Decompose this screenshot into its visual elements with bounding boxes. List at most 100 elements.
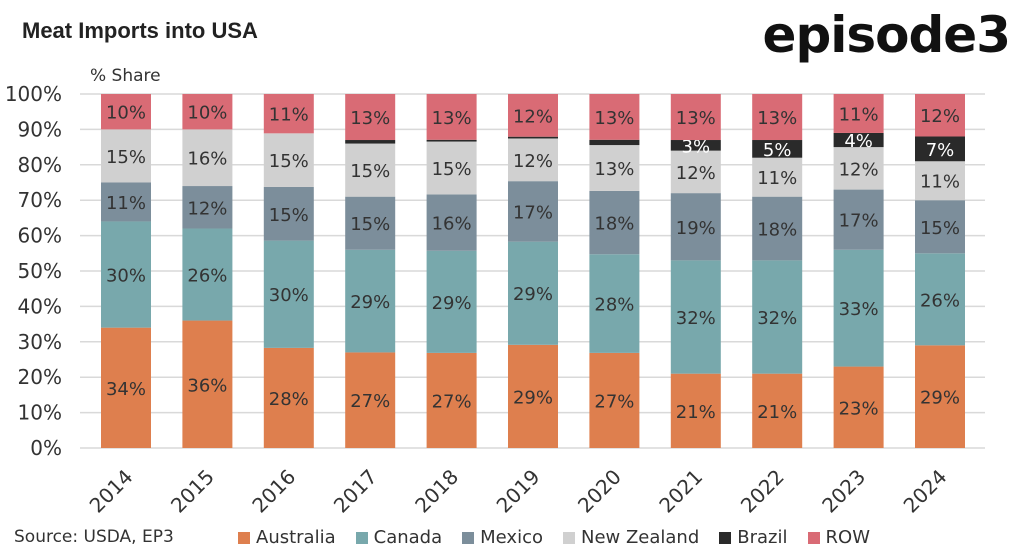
x-tick-label: 2021	[654, 465, 707, 518]
y-tick-label: 80%	[18, 153, 62, 177]
bar-segment-mexico	[508, 181, 558, 242]
data-label: 26%	[920, 290, 960, 311]
data-label: 28%	[269, 389, 309, 410]
bar-segment-row	[589, 94, 640, 140]
legend-swatch	[719, 531, 732, 544]
data-label: 18%	[594, 214, 634, 235]
bar-segment-brazil	[589, 139, 640, 146]
bar-segment-brazil	[426, 139, 477, 142]
bar-segment-new-zealand	[752, 157, 803, 197]
legend-swatch	[562, 531, 575, 544]
legend-item: Mexico	[462, 527, 543, 548]
bar-segment-row	[670, 94, 721, 141]
bar-segment-canada	[182, 228, 233, 321]
y-axis-label: % Share	[90, 66, 161, 86]
data-label: 15%	[432, 159, 472, 180]
data-label: 12%	[920, 106, 960, 127]
bar-segment-canada	[670, 260, 721, 374]
data-label: 12%	[187, 198, 227, 219]
data-label: 26%	[187, 266, 227, 287]
bar-segment-new-zealand	[508, 138, 558, 182]
y-tick-label: 40%	[18, 294, 62, 318]
bar-segment-brazil	[915, 136, 965, 162]
data-label: 12%	[513, 106, 553, 127]
data-label: 15%	[350, 161, 390, 182]
bar-segment-new-zealand	[101, 129, 151, 183]
legend-item: Canada	[355, 527, 443, 548]
x-tick-label: 2016	[247, 465, 300, 518]
data-label: 4%	[844, 131, 873, 152]
legend-swatch	[355, 531, 368, 544]
data-label: 23%	[839, 398, 879, 419]
bar-segment-new-zealand	[182, 129, 233, 187]
legend-item: Australia	[238, 527, 336, 548]
bar-segment-new-zealand	[833, 147, 884, 190]
bar-segment-mexico	[670, 193, 721, 261]
bar-segment-mexico	[589, 190, 640, 255]
data-label: 12%	[839, 159, 879, 180]
x-tick-label: 2015	[166, 465, 219, 518]
bar-segment-new-zealand	[915, 161, 965, 201]
data-label: 10%	[106, 103, 146, 124]
bar-segment-mexico	[915, 200, 965, 254]
bar-segment-australia	[101, 327, 151, 448]
data-label: 21%	[676, 402, 716, 423]
data-label: 13%	[432, 108, 472, 129]
bar-segment-australia	[589, 352, 640, 448]
bar-segment-canada	[915, 253, 965, 346]
data-label: 29%	[513, 284, 553, 305]
data-label: 10%	[187, 103, 227, 124]
x-tick-label: 2020	[573, 465, 626, 518]
bar-segment-canada	[263, 240, 314, 348]
bar-segment-australia	[182, 320, 233, 448]
data-label: 21%	[757, 402, 797, 423]
bar-segment-australia	[752, 373, 803, 448]
bar-segment-mexico	[345, 196, 396, 250]
data-label: 13%	[676, 108, 716, 129]
y-tick-label: 50%	[18, 259, 62, 283]
bar-segment-mexico	[101, 182, 151, 222]
y-tick-label: 100%	[5, 82, 62, 106]
bar-segment-brazil	[833, 132, 884, 148]
data-label: 32%	[676, 308, 716, 329]
data-label: 16%	[432, 214, 472, 235]
data-label: 29%	[432, 293, 472, 314]
data-label: 15%	[920, 218, 960, 239]
legend-item: New Zealand	[562, 527, 699, 548]
data-label: 17%	[513, 202, 553, 223]
data-label: 27%	[350, 391, 390, 412]
bar-segment-mexico	[182, 186, 233, 229]
bar-segment-australia	[915, 345, 965, 448]
legend-label: Mexico	[480, 527, 543, 548]
y-tick-label: 70%	[18, 188, 62, 212]
x-tick-label: 2017	[329, 465, 382, 518]
x-tick-label: 2014	[85, 465, 138, 518]
legend-label: Australia	[256, 527, 336, 548]
bar-segment-australia	[345, 352, 396, 448]
legend-swatch	[462, 531, 475, 544]
x-tick-label: 2018	[410, 465, 463, 518]
x-tick-label: 2022	[736, 465, 789, 518]
data-label: 3%	[682, 136, 711, 157]
data-label: 33%	[839, 299, 879, 320]
data-label: 11%	[920, 172, 960, 193]
bar-segment-brazil	[508, 136, 558, 139]
data-label: 12%	[513, 151, 553, 172]
data-label: 29%	[920, 388, 960, 409]
legend-swatch	[807, 531, 820, 544]
data-label: 12%	[676, 163, 716, 184]
x-tick-label: 2023	[817, 465, 870, 518]
bar-segment-new-zealand	[345, 143, 396, 197]
legend: Australia Canada Mexico New Zealand Brazil RO…	[238, 527, 870, 548]
data-label: 19%	[676, 218, 716, 239]
legend-label: Canada	[373, 527, 443, 548]
bar-segment-row	[508, 94, 558, 137]
bar-segment-australia	[670, 373, 721, 448]
data-label: 15%	[269, 205, 309, 226]
legend-label: ROW	[825, 527, 870, 548]
data-label: 11%	[757, 168, 797, 189]
bar-segment-brazil	[345, 140, 396, 144]
bar-segment-row	[101, 94, 151, 130]
data-label: 30%	[269, 285, 309, 306]
